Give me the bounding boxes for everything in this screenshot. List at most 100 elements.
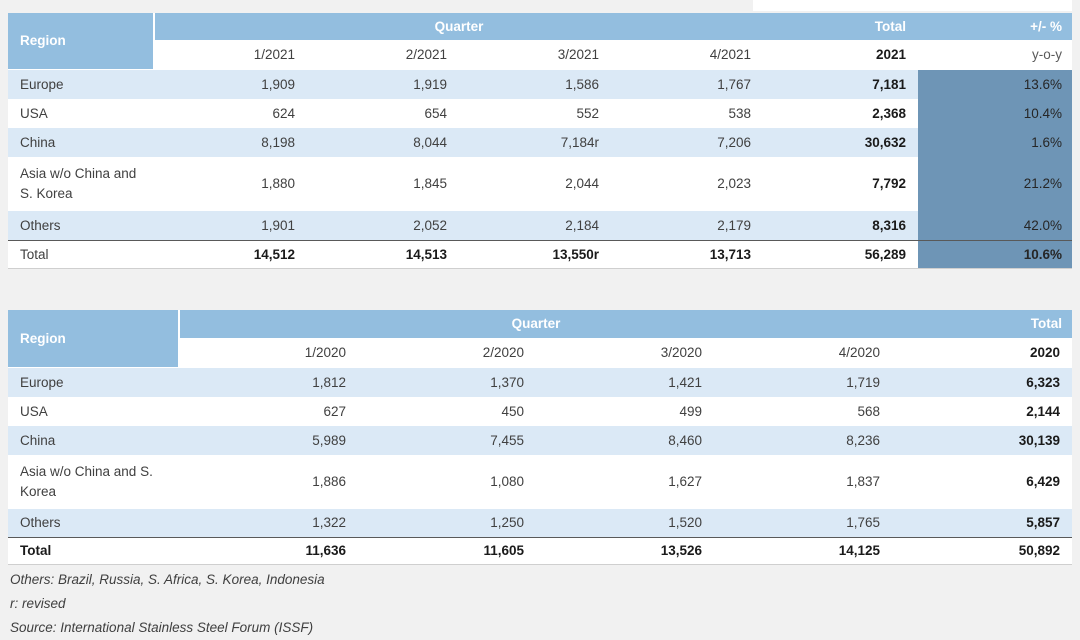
value-cell: 1,909 xyxy=(155,70,307,99)
col-header-q4: 4/2021 xyxy=(611,40,763,70)
col-header-q1: 1/2020 xyxy=(180,338,358,368)
value-cell: 499 xyxy=(536,397,714,426)
total-cell: 7,181 xyxy=(763,70,918,99)
total-cell: 30,139 xyxy=(892,426,1072,455)
total-cell: 56,289 xyxy=(763,240,918,269)
footnotes: Others: Brazil, Russia, S. Africa, S. Ko… xyxy=(10,568,325,640)
value-cell: 1,812 xyxy=(180,368,358,397)
value-cell: 11,636 xyxy=(180,537,358,565)
pct-cell: 42.0% xyxy=(918,211,1072,240)
value-cell: 1,586 xyxy=(459,70,611,99)
value-cell: 627 xyxy=(180,397,358,426)
value-cell: 1,837 xyxy=(714,455,892,509)
region-cell: Total xyxy=(8,240,155,269)
value-cell: 450 xyxy=(358,397,536,426)
region-cell: USA xyxy=(8,397,180,426)
table-2020: Region Quarter Total 1/2020 2/2020 3/202… xyxy=(8,310,1072,565)
value-cell: 1,719 xyxy=(714,368,892,397)
value-cell: 8,044 xyxy=(307,128,459,157)
value-cell: 624 xyxy=(155,99,307,128)
col-header-yoy: y-o-y xyxy=(918,40,1072,70)
pct-cell: 10.6% xyxy=(918,240,1072,269)
value-cell: 7,206 xyxy=(611,128,763,157)
table-2021: Region Quarter Total +/- % 1/2021 2/2021… xyxy=(8,13,1072,269)
value-cell: 7,455 xyxy=(358,426,536,455)
value-cell: 7,184r xyxy=(459,128,611,157)
value-cell: 1,080 xyxy=(358,455,536,509)
pct-cell: 1.6% xyxy=(918,128,1072,157)
value-cell: 13,713 xyxy=(611,240,763,269)
value-cell: 5,989 xyxy=(180,426,358,455)
value-cell: 1,421 xyxy=(536,368,714,397)
value-cell: 14,513 xyxy=(307,240,459,269)
pct-cell: 21.2% xyxy=(918,157,1072,211)
pct-cell: 10.4% xyxy=(918,99,1072,128)
value-cell: 13,550r xyxy=(459,240,611,269)
value-cell: 8,198 xyxy=(155,128,307,157)
value-cell: 11,605 xyxy=(358,537,536,565)
footnote-source: Source: International Stainless Steel Fo… xyxy=(10,620,314,635)
region-cell: China xyxy=(8,426,180,455)
footnote-revised: r: revised xyxy=(10,596,66,611)
col-header-q2: 2/2020 xyxy=(358,338,536,368)
value-cell: 1,627 xyxy=(536,455,714,509)
region-cell: Asia w/o China and S. Korea xyxy=(8,455,180,509)
value-cell: 13,526 xyxy=(536,537,714,565)
region-cell: Asia w/o China and S. Korea xyxy=(8,157,155,211)
total-cell: 2,368 xyxy=(763,99,918,128)
value-cell: 654 xyxy=(307,99,459,128)
value-cell: 1,845 xyxy=(307,157,459,211)
total-header: Total xyxy=(892,310,1072,338)
value-cell: 1,886 xyxy=(180,455,358,509)
value-cell: 14,512 xyxy=(155,240,307,269)
region-header: Region xyxy=(8,13,155,70)
value-cell: 1,250 xyxy=(358,509,536,537)
col-header-q3: 3/2020 xyxy=(536,338,714,368)
footnote-others: Others: Brazil, Russia, S. Africa, S. Ko… xyxy=(10,572,325,587)
value-cell: 538 xyxy=(611,99,763,128)
value-cell: 1,880 xyxy=(155,157,307,211)
col-header-q3: 3/2021 xyxy=(459,40,611,70)
region-cell: Others xyxy=(8,211,155,240)
region-cell: USA xyxy=(8,99,155,128)
total-cell: 7,792 xyxy=(763,157,918,211)
value-cell: 14,125 xyxy=(714,537,892,565)
value-cell: 8,236 xyxy=(714,426,892,455)
value-cell: 2,044 xyxy=(459,157,611,211)
region-cell: China xyxy=(8,128,155,157)
value-cell: 1,765 xyxy=(714,509,892,537)
value-cell: 1,767 xyxy=(611,70,763,99)
quarter-header: Quarter xyxy=(180,310,892,338)
region-cell: Europe xyxy=(8,368,180,397)
value-cell: 1,901 xyxy=(155,211,307,240)
total-cell: 6,429 xyxy=(892,455,1072,509)
pct-header: +/- % xyxy=(918,13,1072,40)
value-cell: 1,520 xyxy=(536,509,714,537)
value-cell: 2,184 xyxy=(459,211,611,240)
value-cell: 1,322 xyxy=(180,509,358,537)
total-cell: 6,323 xyxy=(892,368,1072,397)
col-header-q1: 1/2021 xyxy=(155,40,307,70)
col-header-year-total: 2021 xyxy=(763,40,918,70)
value-cell: 1,370 xyxy=(358,368,536,397)
value-cell: 2,023 xyxy=(611,157,763,211)
value-cell: 8,460 xyxy=(536,426,714,455)
region-cell: Europe xyxy=(8,70,155,99)
total-cell: 5,857 xyxy=(892,509,1072,537)
top-right-background-strip xyxy=(753,0,1072,11)
total-header: Total xyxy=(763,13,918,40)
value-cell: 2,179 xyxy=(611,211,763,240)
region-cell: Total xyxy=(8,537,180,565)
total-cell: 2,144 xyxy=(892,397,1072,426)
value-cell: 1,919 xyxy=(307,70,459,99)
quarter-header: Quarter xyxy=(155,13,763,40)
total-cell: 8,316 xyxy=(763,211,918,240)
total-cell: 50,892 xyxy=(892,537,1072,565)
region-cell: Others xyxy=(8,509,180,537)
value-cell: 552 xyxy=(459,99,611,128)
col-header-q2: 2/2021 xyxy=(307,40,459,70)
pct-cell: 13.6% xyxy=(918,70,1072,99)
region-header: Region xyxy=(8,310,180,368)
col-header-year-total: 2020 xyxy=(892,338,1072,368)
value-cell: 568 xyxy=(714,397,892,426)
